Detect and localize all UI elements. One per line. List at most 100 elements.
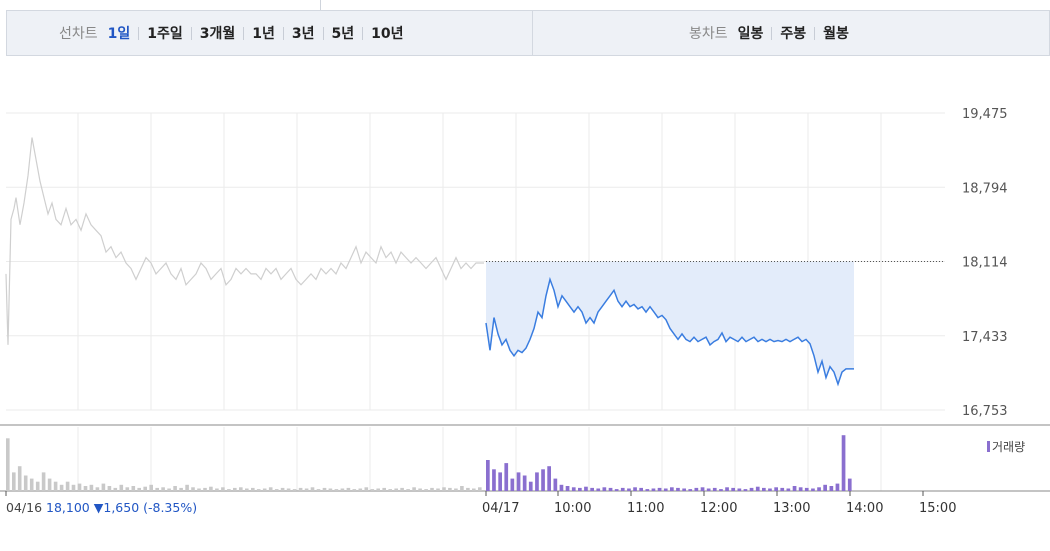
volume-bar <box>823 484 827 491</box>
footer-prev-date: 04/16 <box>6 500 43 515</box>
volume-bar <box>370 489 375 491</box>
volume-bar <box>41 472 46 491</box>
period-tab-1day[interactable]: 1일 <box>107 26 131 42</box>
period-tab-1year[interactable]: 1년 <box>252 26 275 42</box>
volume-bar <box>725 487 729 491</box>
tab-separator <box>362 26 364 40</box>
volume-bar <box>107 486 112 491</box>
volume-bar <box>280 487 285 491</box>
x-tick-label: 10:00 <box>554 501 591 516</box>
x-tick-label: 15:00 <box>919 501 956 516</box>
volume-legend-swatch <box>987 441 990 452</box>
volume-bar <box>448 487 452 491</box>
volume-bar <box>535 472 539 491</box>
period-tab-10year[interactable]: 10년 <box>371 26 404 42</box>
volume-bar <box>486 460 490 491</box>
volume-bar <box>71 484 76 491</box>
volume-bar <box>651 488 656 491</box>
volume-bar <box>663 488 668 491</box>
volume-bar <box>706 488 711 491</box>
volume-bar <box>565 486 570 491</box>
volume-bar <box>292 489 297 491</box>
y-axis-labels: 19,475 18,794 18,114 17,433 16,753 <box>962 107 1008 419</box>
footer-change: ▼1,650 (-8.35%) <box>93 500 198 515</box>
volume-bar <box>328 488 333 491</box>
volume-bar <box>749 487 754 491</box>
y-tick-label: 17,433 <box>962 330 1008 345</box>
volume-bar <box>137 487 141 491</box>
volume-bar <box>614 489 619 491</box>
volume-bar <box>376 488 380 491</box>
y-tick-label: 19,475 <box>962 107 1008 122</box>
volume-bar <box>298 487 303 491</box>
volume-bar <box>492 469 496 491</box>
volume-bar <box>694 487 699 491</box>
volume-bar <box>221 487 225 491</box>
volume-bar <box>731 487 735 491</box>
volume-bar <box>590 487 594 491</box>
volume-bar <box>388 489 392 491</box>
candle-tab-monthly[interactable]: 월봉 <box>823 26 849 42</box>
volume-bar <box>627 488 631 491</box>
volume-bar <box>346 487 351 491</box>
volume-bar <box>460 486 464 491</box>
volume-bar <box>185 484 189 491</box>
y-tick-label: 18,794 <box>962 181 1008 196</box>
volume-bar <box>528 481 533 491</box>
volume-bar <box>23 475 28 491</box>
volume-bar <box>400 487 404 491</box>
volume-bar <box>77 483 82 491</box>
line-chart-period-group: 선차트 1일 1주일 3개월 1년 3년 5년 10년 <box>59 11 404 55</box>
volume-bar <box>829 486 834 491</box>
volume-bar <box>516 472 521 491</box>
volume-bar <box>804 487 809 491</box>
x-tick-label: 11:00 <box>627 501 664 516</box>
volume-bar <box>179 487 183 491</box>
volume-bar <box>442 487 446 491</box>
volume-bar <box>454 488 458 491</box>
period-tab-1week[interactable]: 1주일 <box>147 26 183 42</box>
volume-bar <box>304 488 309 491</box>
volume-bar <box>364 487 369 491</box>
volume-bar <box>774 487 778 491</box>
x-tick-label: 14:00 <box>846 501 883 516</box>
volume-bar <box>310 487 315 491</box>
y-tick-label: 18,114 <box>962 256 1008 271</box>
tab-bar-divider <box>532 11 533 55</box>
period-tab-3month[interactable]: 3개월 <box>199 26 236 42</box>
volume-bar <box>688 489 693 491</box>
volume-bar <box>119 484 124 491</box>
volume-bar <box>125 487 130 491</box>
candle-tab-daily[interactable]: 일봉 <box>737 26 764 42</box>
volume-bar <box>645 489 650 491</box>
volume-bar <box>498 472 502 491</box>
volume-bar <box>12 472 16 491</box>
candle-tab-weekly[interactable]: 주봉 <box>780 26 807 42</box>
volume-bar <box>256 489 261 491</box>
volume-bar <box>322 487 327 491</box>
volume-bar <box>340 488 345 491</box>
volume-bar <box>547 466 551 491</box>
volume-bar <box>633 487 637 491</box>
volume-bar <box>358 488 363 491</box>
volume-bar <box>712 487 717 491</box>
volume-bar <box>268 487 273 491</box>
volume-bar <box>553 478 558 491</box>
tab-separator <box>771 26 773 40</box>
volume-bar <box>239 487 243 491</box>
volume-bar <box>719 489 723 491</box>
prev-session-line <box>5 137 484 345</box>
volume-bar <box>155 487 159 491</box>
volume-bar <box>418 488 422 491</box>
period-tab-3year[interactable]: 3년 <box>291 26 315 42</box>
volume-bar <box>700 487 705 491</box>
period-tab-5year[interactable]: 5년 <box>331 26 355 42</box>
volume-bar <box>17 466 22 491</box>
y-tick-label: 16,753 <box>962 404 1008 419</box>
volume-bar <box>35 481 40 491</box>
volume-bar <box>541 469 545 491</box>
volume-bar <box>352 489 357 491</box>
volume-bar <box>167 488 171 491</box>
volume-bar <box>131 486 136 491</box>
